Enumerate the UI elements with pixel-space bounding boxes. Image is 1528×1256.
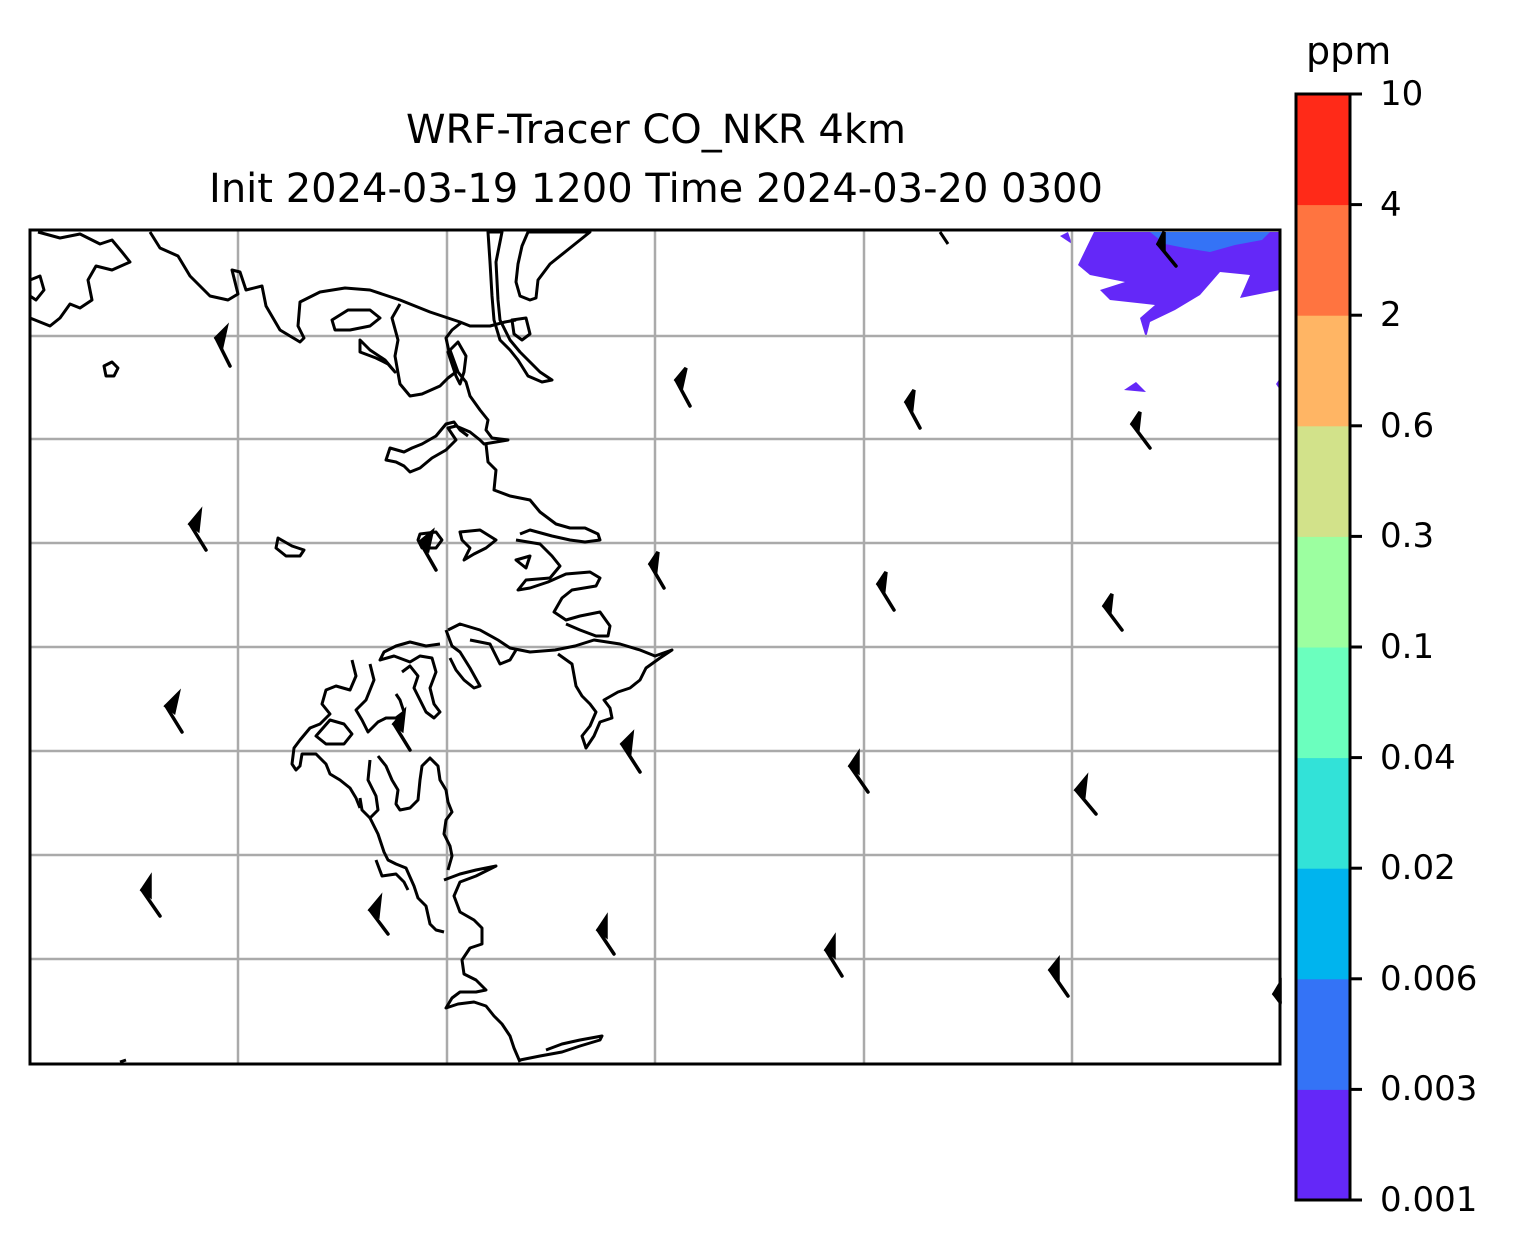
map-title-line2: Init 2024-03-19 1200 Time 2024-03-20 030…	[209, 166, 1103, 212]
colorbar-segment	[1296, 978, 1350, 1090]
concentration-blob	[1124, 382, 1146, 392]
wind-barb	[673, 366, 692, 408]
colorbar-tick-label: 2	[1380, 295, 1402, 336]
gridlines	[30, 230, 1280, 1064]
colorbar-segment	[1296, 536, 1350, 648]
wind-barb	[903, 389, 922, 430]
colorbar-segment	[1296, 1089, 1350, 1201]
colorbar-tick-label: 0.1	[1380, 627, 1435, 667]
map-title-line1: WRF-Tracer CO_NKR 4km	[405, 107, 907, 153]
colorbar-unit-label: ppm	[1306, 29, 1392, 73]
concentration-region-low	[1078, 232, 1280, 338]
wind-barb	[187, 506, 208, 552]
colorbar-segment	[1296, 94, 1350, 206]
wind-barb	[823, 932, 844, 978]
wind-barb	[1129, 411, 1152, 450]
wind-barb	[163, 688, 184, 734]
wind-barb	[417, 527, 438, 572]
colorbar-tick-label: 0.001	[1380, 1180, 1478, 1220]
wind-barb	[619, 729, 642, 774]
colorbar-tick-label: 0.02	[1380, 848, 1456, 889]
wind-barb	[367, 892, 390, 936]
wind-barb	[875, 571, 896, 612]
wind-barb	[1155, 231, 1178, 268]
colorbar-tick-label: 0.04	[1380, 737, 1456, 778]
colorbar-segment	[1296, 425, 1350, 537]
colorbar-segment	[1296, 868, 1350, 980]
map-frame	[28, 228, 1282, 1066]
concentration-blob	[1060, 232, 1072, 244]
colorbar-tick-label: 0.6	[1380, 405, 1435, 446]
colorbar-tick-label: 0.3	[1380, 516, 1435, 557]
colorbar-segment	[1296, 647, 1350, 759]
wind-barb	[647, 551, 666, 590]
wind-barb	[1073, 772, 1098, 816]
wind-barb	[847, 748, 870, 794]
coastlines	[29, 230, 950, 1064]
wind-barb	[595, 912, 616, 956]
colorbar-tick-label: 4	[1380, 184, 1402, 225]
wind-barb	[139, 872, 162, 918]
wind-barb	[1101, 593, 1124, 632]
map-plot-area	[28, 228, 1282, 1066]
concentration-region-mid	[1150, 232, 1270, 252]
wind-barbs	[139, 231, 1282, 1005]
wind-barb	[1047, 955, 1070, 998]
colorbar-tick-label: 0.006	[1380, 958, 1478, 999]
wind-barb	[391, 706, 412, 752]
colorbar-segment	[1296, 315, 1350, 427]
colorbar-tick-label: 10	[1380, 74, 1424, 114]
wind-barb	[213, 322, 232, 368]
colorbar-tick-label: 0.003	[1380, 1069, 1478, 1110]
colorbar-segment	[1296, 204, 1350, 316]
colorbar-segment	[1296, 757, 1350, 869]
colorbar	[1294, 92, 1362, 1202]
